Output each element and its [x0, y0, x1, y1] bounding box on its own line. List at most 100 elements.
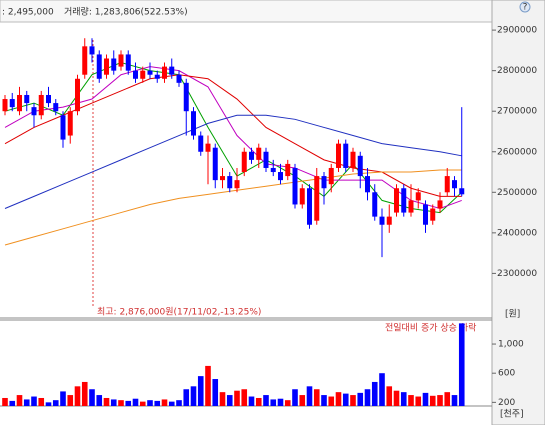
volume-bar: [408, 395, 414, 406]
volume-bar: [147, 400, 153, 406]
candle-body: [176, 74, 182, 83]
volume-bar: [342, 393, 349, 406]
volume-bar: [161, 399, 168, 406]
volume-bar: [132, 398, 139, 406]
y-tick-label: 2900000: [497, 26, 537, 36]
volume-bar: [393, 390, 400, 406]
volume-bar: [81, 381, 88, 406]
candle-body: [459, 188, 465, 195]
candle-body: [154, 74, 160, 79]
candle-body: [415, 192, 421, 201]
candle-body: [227, 176, 233, 189]
volume-bar: [60, 391, 66, 406]
candle-body: [270, 167, 276, 173]
volume-bar: [284, 400, 291, 406]
volume-bar: [96, 395, 103, 406]
volume-bar: [52, 400, 59, 406]
candle-body: [60, 115, 66, 140]
candle-body: [89, 46, 95, 55]
candle-body: [328, 167, 334, 185]
volume-bar: [219, 392, 226, 406]
candle-body: [205, 143, 211, 152]
axis-panel: [491, 0, 545, 425]
candle-body: [9, 99, 15, 108]
volume-bar: [255, 397, 262, 406]
candle-body: [357, 155, 363, 177]
candle-body: [24, 94, 30, 104]
candle-body: [452, 180, 457, 189]
candle-body: [307, 188, 312, 225]
candle-body: [394, 188, 399, 213]
volume-bar: [212, 379, 219, 406]
volume-bar: [2, 397, 8, 406]
volume-bar: [168, 401, 175, 406]
volume-bar: [176, 400, 182, 406]
y-tick-label: 2600000: [497, 147, 537, 157]
volume-bar: [89, 389, 95, 406]
volume-unit: [천주]: [500, 409, 524, 420]
candle-body: [408, 200, 414, 213]
volume-bar: [400, 392, 407, 406]
y-tick-label: 2500000: [497, 188, 537, 198]
v-tick-label: 1,000: [498, 340, 524, 350]
candle-body: [125, 54, 131, 71]
volume-bar: [241, 389, 248, 406]
volume-bar: [45, 402, 52, 406]
candle-body: [82, 46, 88, 75]
candle-body: [241, 151, 247, 173]
volume-bar: [205, 365, 211, 406]
volume-bar: [299, 395, 306, 406]
candle-body: [96, 54, 102, 79]
y-tick-label: 2300000: [497, 269, 537, 279]
y-tick-label: 2800000: [497, 66, 537, 76]
candle-body: [140, 70, 146, 79]
volume-bar: [110, 399, 117, 406]
volume-bar: [125, 400, 132, 406]
volume-bar: [190, 386, 197, 406]
volume-bar: [357, 392, 364, 406]
y-tick-label: 2400000: [497, 228, 537, 238]
candle-body: [278, 172, 283, 181]
candle-body: [249, 151, 254, 160]
candle-body: [67, 111, 73, 136]
peak-annotation: 최고: 2,876,000원(17/11/02,-13.25%): [97, 307, 261, 318]
volume-bar: [458, 323, 465, 406]
help-icon[interactable]: [519, 1, 531, 13]
volume-bar: [67, 395, 74, 406]
candle-body: [147, 70, 153, 75]
price-unit: [원]: [505, 309, 520, 320]
candle-body: [234, 180, 240, 189]
candle-body: [212, 147, 218, 181]
volume-bar: [183, 389, 190, 406]
candle-body: [111, 58, 117, 71]
candle-body: [220, 176, 225, 181]
candle-body: [118, 54, 124, 67]
candle-body: [17, 94, 22, 112]
candle-body: [292, 167, 298, 205]
volume-bar: [270, 399, 277, 406]
moving-average: [4, 114, 462, 209]
volume-bar: [451, 395, 458, 406]
volume-bar: [379, 373, 385, 406]
candle-body: [191, 111, 196, 136]
volume-bar: [74, 386, 81, 406]
volume-bar: [422, 392, 429, 406]
candle-body: [386, 216, 392, 225]
candle-body: [46, 94, 51, 104]
volume-bar: [31, 396, 37, 406]
volume-bar: [306, 386, 313, 406]
volume-bar: [313, 389, 320, 406]
candle-body: [321, 176, 327, 189]
volume-bar: [429, 395, 436, 406]
candle-body: [38, 94, 44, 116]
candle-body: [2, 99, 8, 112]
volume-bar: [248, 396, 255, 406]
volume-bar: [437, 395, 443, 406]
candle-body: [430, 208, 436, 221]
volume-bar: [328, 396, 335, 406]
volume-bar: [415, 396, 422, 406]
candle-body: [31, 107, 37, 116]
help-mark: ?: [523, 3, 528, 13]
